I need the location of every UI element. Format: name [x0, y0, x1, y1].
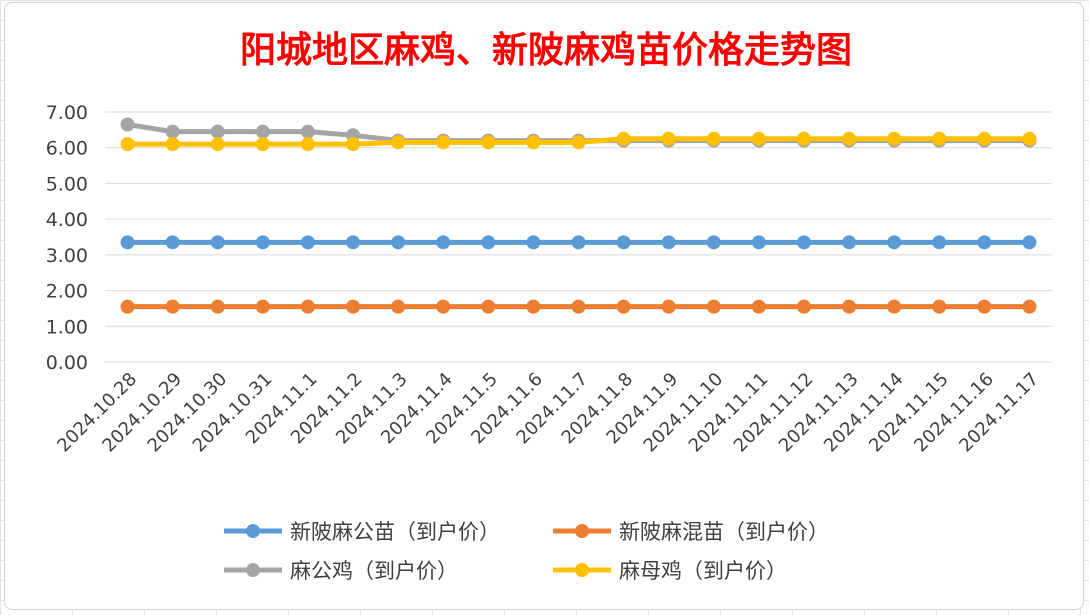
data-series — [120, 117, 1037, 314]
data-point — [1022, 299, 1037, 314]
data-point — [300, 299, 315, 314]
data-point — [255, 235, 270, 250]
data-point — [887, 235, 902, 250]
legend[interactable]: 新陂麻公苗（到户价） 新陂麻混苗（到户价） 麻公鸡（到户价） 麻母鸡（到户价） — [224, 520, 829, 583]
legend-label: 麻母鸡（到户价） — [619, 559, 787, 583]
data-point — [932, 235, 947, 250]
data-point — [661, 299, 676, 314]
data-point — [706, 299, 721, 314]
y-tick-label: 7.00 — [46, 102, 88, 124]
data-point — [165, 235, 180, 250]
data-point — [796, 235, 811, 250]
data-point — [1022, 235, 1037, 250]
data-point — [391, 299, 406, 314]
data-point — [932, 299, 947, 314]
data-point — [616, 131, 631, 146]
data-point — [346, 299, 361, 314]
data-point — [616, 235, 631, 250]
y-tick-label: 5.00 — [46, 173, 88, 195]
data-point — [977, 299, 992, 314]
y-tick-label: 3.00 — [46, 245, 88, 267]
data-point — [346, 235, 361, 250]
data-point — [481, 135, 496, 150]
data-point — [165, 124, 180, 139]
data-point — [977, 235, 992, 250]
legend-swatch-marker — [246, 563, 260, 577]
data-point — [616, 299, 631, 314]
data-point — [391, 235, 406, 250]
data-point — [391, 135, 406, 150]
chart-title: 阳城地区麻鸡、新陂麻鸡苗价格走势图 — [240, 29, 852, 71]
data-point — [300, 124, 315, 139]
data-point — [751, 235, 766, 250]
data-point — [751, 131, 766, 146]
legend-label: 新陂麻混苗（到户价） — [619, 520, 829, 544]
legend-label: 新陂麻公苗（到户价） — [290, 520, 500, 544]
data-point — [706, 235, 721, 250]
data-point — [932, 131, 947, 146]
data-point — [842, 235, 857, 250]
data-point — [436, 299, 451, 314]
data-point — [436, 235, 451, 250]
legend-swatch-marker — [246, 524, 260, 538]
data-point — [120, 235, 135, 250]
data-point — [210, 299, 225, 314]
data-point — [661, 131, 676, 146]
data-point — [210, 137, 225, 152]
data-point — [346, 137, 361, 152]
legend-swatch-marker — [575, 524, 589, 538]
data-point — [977, 131, 992, 146]
data-point — [887, 299, 902, 314]
data-point — [481, 299, 496, 314]
data-point — [210, 235, 225, 250]
data-point — [436, 135, 451, 150]
legend-swatch-marker — [575, 563, 589, 577]
y-tick-label: 0.00 — [46, 352, 88, 374]
data-point — [120, 137, 135, 152]
series-1 — [120, 299, 1037, 314]
data-point — [842, 299, 857, 314]
data-point — [300, 235, 315, 250]
data-point — [661, 235, 676, 250]
data-point — [120, 117, 135, 132]
data-point — [526, 299, 541, 314]
y-axis-tick-labels: 0.00 1.00 2.00 3.00 4.00 5.00 6.00 7.00 — [46, 102, 88, 374]
data-point — [796, 131, 811, 146]
y-tick-label: 6.00 — [46, 138, 88, 160]
data-point — [1022, 131, 1037, 146]
data-point — [706, 131, 721, 146]
data-point — [526, 135, 541, 150]
y-tick-label: 1.00 — [46, 316, 88, 338]
y-tick-label: 2.00 — [46, 281, 88, 303]
data-point — [255, 137, 270, 152]
data-point — [120, 299, 135, 314]
data-point — [526, 235, 541, 250]
data-point — [571, 135, 586, 150]
legend-item[interactable]: 麻公鸡（到户价） — [224, 559, 458, 583]
data-point — [571, 299, 586, 314]
series-0 — [120, 235, 1037, 250]
data-point — [751, 299, 766, 314]
data-point — [165, 137, 180, 152]
legend-item[interactable]: 新陂麻公苗（到户价） — [224, 520, 500, 544]
data-point — [796, 299, 811, 314]
data-point — [165, 299, 180, 314]
data-point — [210, 124, 225, 139]
data-point — [571, 235, 586, 250]
data-point — [481, 235, 496, 250]
data-point — [255, 124, 270, 139]
x-axis-tick-labels: 2024.10.282024.10.292024.10.302024.10.31… — [53, 369, 1043, 457]
data-point — [300, 137, 315, 152]
data-point — [887, 131, 902, 146]
data-point — [255, 299, 270, 314]
y-tick-label: 4.00 — [46, 209, 88, 231]
legend-label: 麻公鸡（到户价） — [290, 559, 458, 583]
legend-item[interactable]: 麻母鸡（到户价） — [553, 559, 787, 583]
legend-item[interactable]: 新陂麻混苗（到户价） — [553, 520, 829, 544]
series-3 — [120, 131, 1037, 152]
data-point — [842, 131, 857, 146]
